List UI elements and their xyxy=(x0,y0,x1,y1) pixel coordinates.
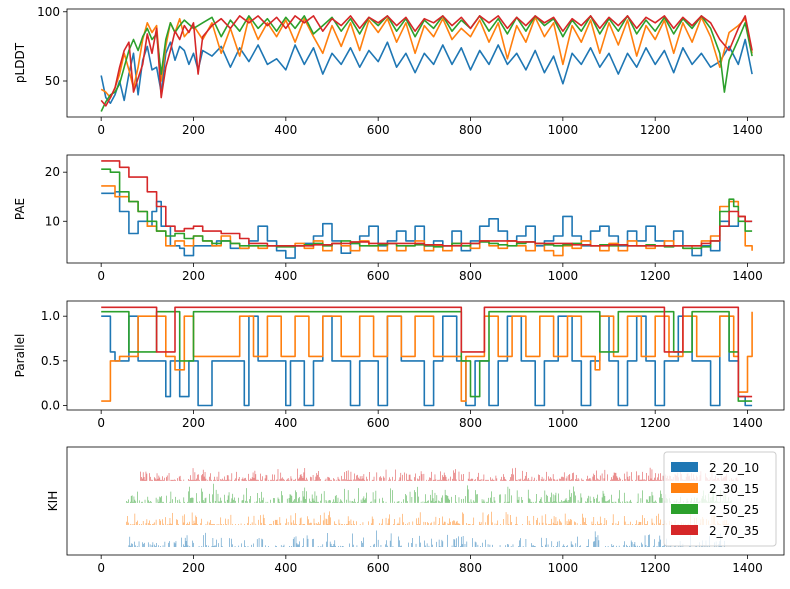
y-tick-label: 100 xyxy=(37,5,60,19)
x-tick-label: 0 xyxy=(97,123,105,137)
legend-swatch-2_30_15 xyxy=(671,483,698,493)
axes-frame xyxy=(66,8,785,118)
y-tick-label: 0.5 xyxy=(41,354,60,368)
plot-area xyxy=(101,160,753,259)
x-tick-label: 1200 xyxy=(640,561,671,575)
y-tick-label: 20 xyxy=(45,165,60,179)
x-tick-label: 1000 xyxy=(548,561,579,575)
pLDDT-series-2-line xyxy=(100,16,753,99)
x-tick-label: 1400 xyxy=(732,416,763,430)
x-tick-label: 1400 xyxy=(732,123,763,137)
legend-swatch-2_50_25 xyxy=(671,504,698,514)
x-tick-label: 0 xyxy=(97,269,105,283)
y-axis-label: PAE xyxy=(13,198,27,220)
x-tick-label: 1000 xyxy=(548,269,579,283)
x-tick-label: 1000 xyxy=(548,123,579,137)
x-tick-label: 800 xyxy=(459,416,482,430)
y-axis-label: pLDDT xyxy=(13,42,27,83)
Parallel-series-4-line xyxy=(101,306,753,398)
legend-frame xyxy=(663,451,777,547)
x-tick-label: 600 xyxy=(367,123,390,137)
x-tick-label: 600 xyxy=(367,561,390,575)
x-tick-label: 1400 xyxy=(732,561,763,575)
x-tick-label: 200 xyxy=(182,269,205,283)
Parallel-series-1-line xyxy=(101,315,753,407)
legend-label-2_20_10: 2_20_10 xyxy=(709,461,759,475)
plot-area xyxy=(126,467,739,547)
x-tick-label: 200 xyxy=(182,123,205,137)
pLDDT-series-3-line xyxy=(100,15,753,112)
x-tick-label: 1200 xyxy=(640,269,671,283)
x-tick-label: 600 xyxy=(367,269,390,283)
axes-frame xyxy=(66,154,785,264)
x-tick-label: 0 xyxy=(97,561,105,575)
x-tick-label: 1200 xyxy=(640,416,671,430)
x-tick-label: 400 xyxy=(274,123,297,137)
plot-area xyxy=(101,306,753,407)
x-tick-label: 800 xyxy=(459,123,482,137)
PAE-series-4-line xyxy=(101,160,753,247)
panel-4: 0 200 400 600 800 1000 1200 1400 KIH xyxy=(46,446,785,575)
pLDDT-series-4-line xyxy=(100,15,753,107)
plot-area xyxy=(100,15,753,112)
x-tick-label: 600 xyxy=(367,416,390,430)
pLDDT-series-1-line xyxy=(100,38,753,104)
axes-frame xyxy=(66,446,785,556)
axes-frame xyxy=(66,300,785,411)
legend-label-2_50_25: 2_50_25 xyxy=(709,503,759,517)
y-axis-label: Parallel xyxy=(13,334,27,378)
y-axis-label: KIH xyxy=(46,491,60,511)
legend-swatch-2_20_10 xyxy=(671,462,698,472)
x-tick-label: 800 xyxy=(459,269,482,283)
y-tick-label: 10 xyxy=(45,214,60,228)
x-tick-label: 200 xyxy=(182,416,205,430)
panel-3: 0.0 0.5 1.0 0 200 400 600 800 1000 1200 1400 Parall… xyxy=(13,300,785,430)
x-tick-label: 400 xyxy=(274,269,297,283)
x-tick-label: 800 xyxy=(459,561,482,575)
x-tick-label: 1400 xyxy=(732,269,763,283)
legend-swatch-2_70_35 xyxy=(671,525,698,535)
x-tick-label: 200 xyxy=(182,561,205,575)
x-tick-label: 1200 xyxy=(640,123,671,137)
x-tick-label: 1000 xyxy=(548,416,579,430)
legend-label-2_30_15: 2_30_15 xyxy=(709,482,759,496)
y-tick-label: 50 xyxy=(45,74,60,88)
kih-legend: 2_20_10 2_30_15 2_50_25 2_70_35 xyxy=(663,451,777,547)
y-tick-label: 1.0 xyxy=(41,309,60,323)
x-tick-label: 400 xyxy=(274,561,297,575)
x-tick-label: 0 xyxy=(97,416,105,430)
y-tick-label: 0.0 xyxy=(41,399,60,413)
legend-label-2_70_35: 2_70_35 xyxy=(709,524,759,538)
x-tick-label: 400 xyxy=(274,416,297,430)
